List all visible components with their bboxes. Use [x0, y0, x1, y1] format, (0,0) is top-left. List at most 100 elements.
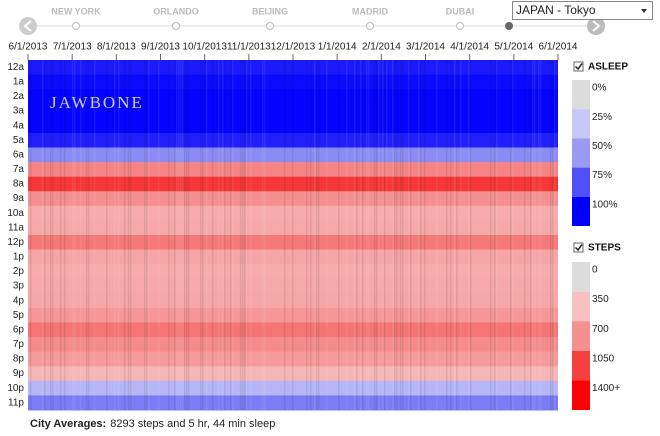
- stripe: [180, 60, 182, 410]
- hour-label: 8a: [13, 179, 25, 190]
- stripe: [128, 60, 130, 410]
- stripe: [114, 60, 116, 410]
- prev-arrow: [23, 20, 32, 32]
- heatmap: [28, 60, 558, 411]
- legend-label: 0: [592, 265, 598, 276]
- city-dot[interactable]: [366, 22, 374, 30]
- cell-row: [28, 351, 558, 367]
- city-dot[interactable]: [266, 22, 274, 30]
- stripe: [264, 60, 266, 410]
- stripe: [88, 60, 90, 410]
- cell-row: [28, 337, 558, 353]
- stripe: [534, 60, 536, 410]
- stripe: [202, 60, 204, 410]
- stripe: [316, 60, 318, 410]
- city-dot[interactable]: [72, 22, 80, 30]
- cell-row: [28, 264, 558, 280]
- hour-label: 5a: [13, 135, 25, 146]
- stripe: [30, 60, 32, 410]
- stripe: [60, 60, 62, 410]
- hour-label: 9a: [13, 193, 25, 204]
- date-label: 2/1/2014: [362, 42, 401, 53]
- legend-swatch: [572, 380, 590, 410]
- legend-swatch: [572, 196, 590, 226]
- stripe: [490, 60, 492, 410]
- date-label: 10/1/2013: [182, 42, 227, 53]
- active-dot[interactable]: [505, 22, 513, 30]
- hour-label: 11a: [8, 222, 24, 233]
- stripe: [538, 60, 540, 410]
- stripe: [362, 60, 364, 410]
- cell-row: [28, 366, 558, 382]
- stripe: [200, 60, 202, 410]
- stripe: [552, 60, 554, 410]
- cell-row: [28, 380, 558, 396]
- stripe: [386, 60, 388, 410]
- city-dot[interactable]: [456, 22, 464, 30]
- next-button[interactable]: [587, 17, 605, 35]
- stripe: [360, 60, 362, 410]
- stripe: [130, 60, 132, 410]
- stripe: [408, 60, 410, 410]
- city-select[interactable]: [512, 1, 653, 20]
- stripe: [206, 60, 208, 410]
- stripe: [186, 60, 188, 410]
- legend-label: 1050: [592, 353, 615, 364]
- stripe: [184, 60, 186, 410]
- stripe: [182, 60, 184, 410]
- steps-checkbox[interactable]: [573, 242, 584, 253]
- cell-row: [28, 132, 558, 148]
- stripe: [310, 60, 312, 410]
- stripe: [144, 60, 146, 410]
- legend-label: 75%: [592, 170, 612, 181]
- stripe: [64, 60, 66, 410]
- stripe: [436, 60, 438, 410]
- hour-label: 7p: [13, 339, 25, 350]
- stripe: [44, 60, 46, 410]
- date-label: 9/1/2013: [141, 42, 180, 53]
- stripe: [246, 60, 248, 410]
- stripe: [94, 60, 96, 410]
- legend-label: 350: [592, 294, 609, 305]
- cell-row: [28, 60, 558, 76]
- stripe: [72, 60, 74, 410]
- stripe: [356, 60, 358, 410]
- stripe: [374, 60, 376, 410]
- hour-label: 5p: [13, 310, 25, 321]
- cell-row: [28, 205, 558, 221]
- cell-row: [28, 220, 558, 236]
- cell-row: [28, 89, 558, 105]
- stripe: [446, 60, 448, 410]
- hour-label: 3p: [13, 281, 25, 292]
- hour-label: 6p: [13, 324, 25, 335]
- stripe: [174, 60, 176, 410]
- cell-row: [28, 278, 558, 294]
- legend-label: 100%: [592, 199, 618, 210]
- stripe: [532, 60, 534, 410]
- legend-swatch: [572, 291, 590, 322]
- watermark: JAWBONE: [50, 93, 144, 112]
- cell-row: [28, 249, 558, 265]
- stripe: [318, 60, 320, 410]
- stripe: [176, 60, 178, 410]
- stripe: [222, 60, 224, 410]
- hour-label: 2a: [13, 91, 25, 102]
- stripe: [146, 60, 148, 410]
- stripe: [392, 60, 394, 410]
- stripe: [524, 60, 526, 410]
- stripe: [368, 60, 370, 410]
- legend-swatch: [572, 109, 590, 139]
- footer-text: 8293 steps and 5 hr, 44 min sleep: [110, 418, 275, 430]
- stripe: [250, 60, 252, 410]
- stripe: [74, 60, 76, 410]
- cell-row: [28, 322, 558, 338]
- cell-row: [28, 118, 558, 134]
- legend-title: STEPS: [588, 243, 621, 254]
- prev-button[interactable]: [19, 17, 37, 35]
- asleep-checkbox[interactable]: [573, 61, 584, 72]
- cell-row: [28, 191, 558, 207]
- cell-row: [28, 162, 558, 178]
- city-dot[interactable]: [172, 22, 180, 30]
- stripe: [338, 60, 340, 410]
- stripe: [240, 60, 242, 410]
